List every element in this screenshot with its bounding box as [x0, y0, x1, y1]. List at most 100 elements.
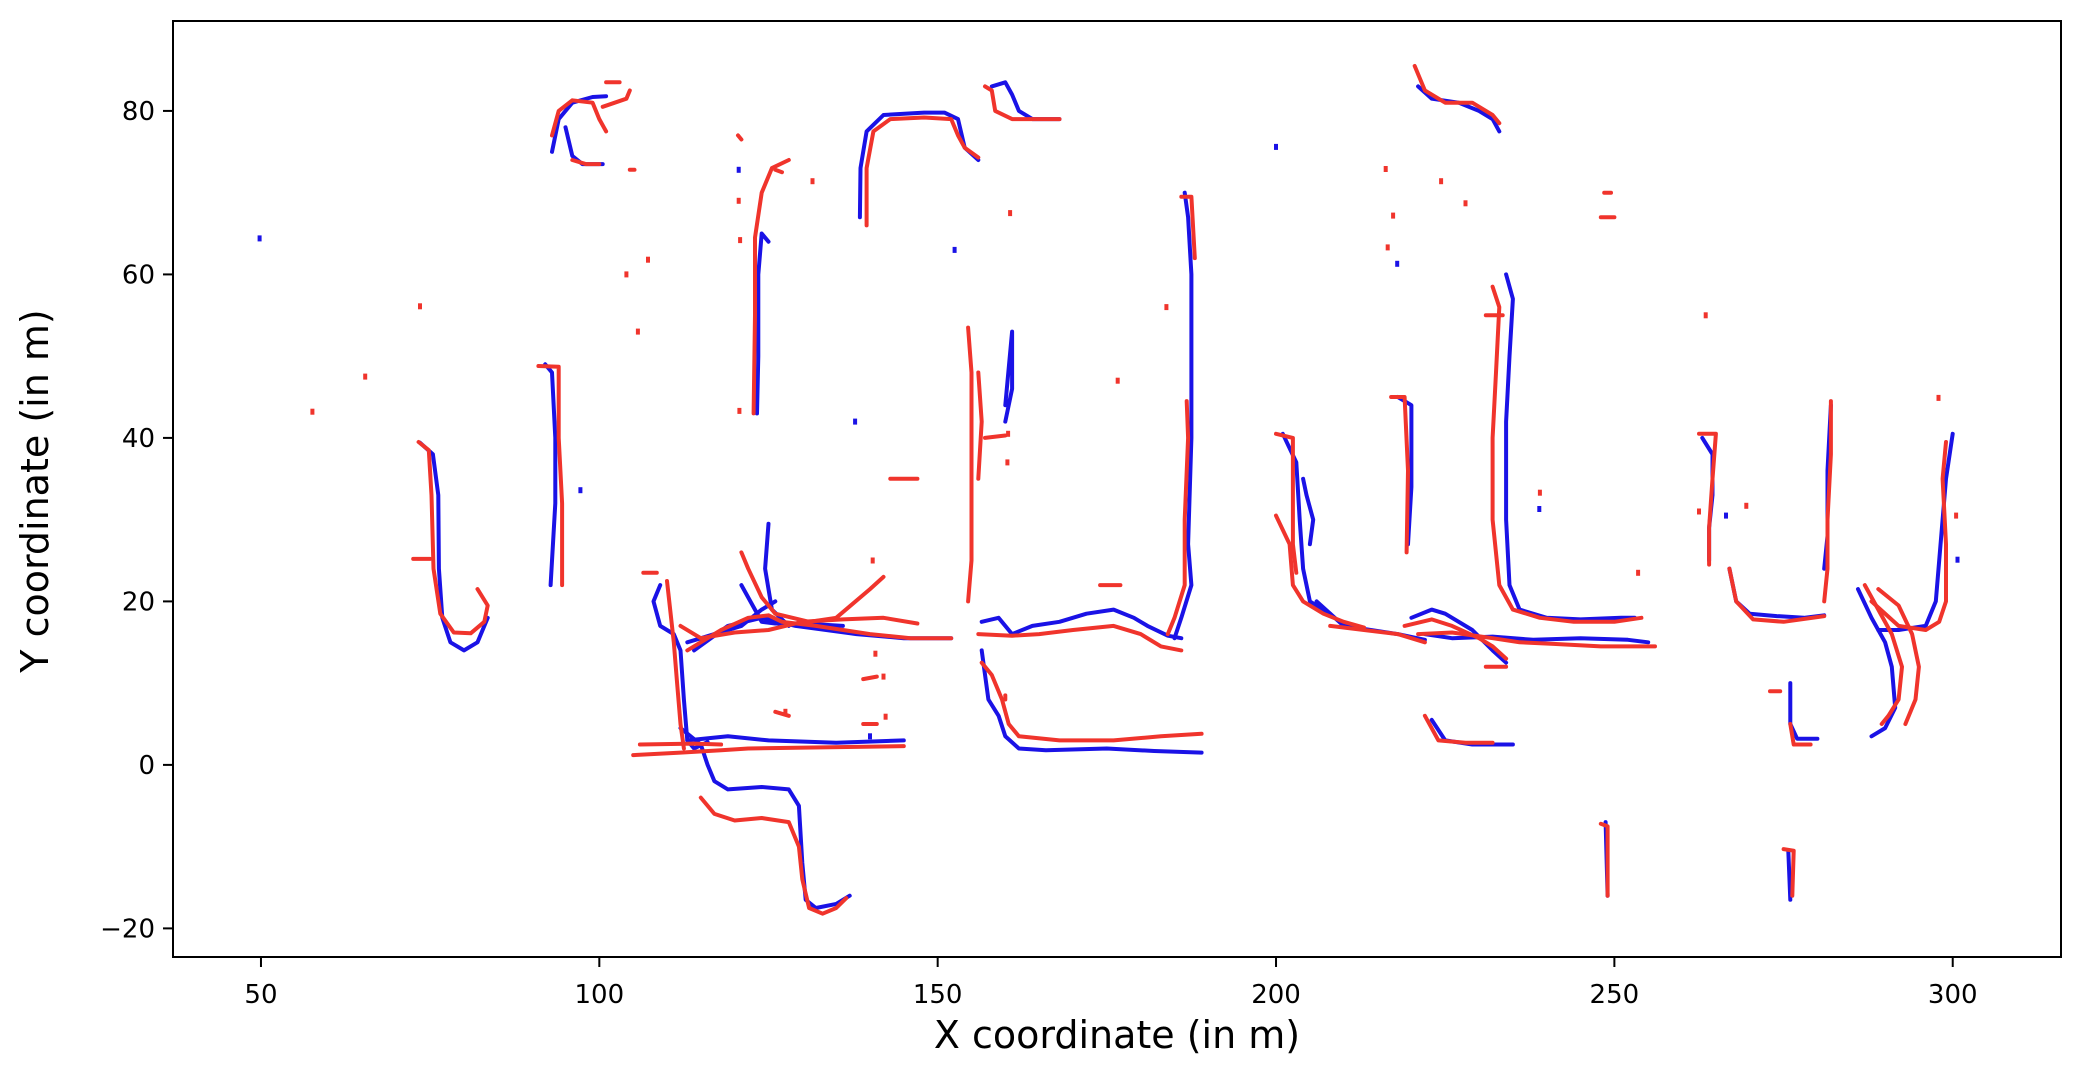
trajectory-point [257, 235, 262, 242]
red-trajectory-segment [1179, 194, 1197, 261]
x-tick-label: 300 [1928, 980, 1978, 1010]
trajectory-point [1636, 569, 1641, 576]
red-trajectory-segment [1781, 847, 1796, 898]
red-trajectory-segment [751, 158, 791, 416]
trajectory-point [310, 408, 315, 415]
red-trajectory-segment [1788, 722, 1813, 747]
red-trajectory-segment [1422, 713, 1495, 745]
blue-trajectory-segment [1876, 431, 1955, 632]
red-trajectory-segment [1727, 566, 1827, 624]
red-trajectory-segment [1402, 617, 1509, 661]
y-tick-label: 40 [122, 424, 155, 454]
trajectory-point [1391, 212, 1396, 219]
red-trajectory-segment [1822, 399, 1833, 604]
y-axis-title: Y coordinate (in m) [13, 309, 57, 673]
red-trajectory-segment [600, 88, 632, 109]
trajectory-point [635, 328, 640, 335]
red-trajectory-segment [1274, 431, 1299, 575]
blue-trajectory-segment [979, 607, 1184, 641]
trajectory-point [883, 713, 888, 720]
trajectory-point [1703, 312, 1708, 319]
red-trajectory-segment [1165, 399, 1191, 637]
x-tick-label: 50 [244, 980, 277, 1010]
red-trajectory-segment [864, 115, 981, 228]
red-trajectory-segment [979, 660, 1204, 743]
trajectory-point [1697, 508, 1701, 515]
blue-trajectory-segment [857, 110, 981, 220]
red-trajectory-segment [861, 674, 879, 682]
trajectory-point [870, 557, 875, 564]
x-tick-label: 250 [1590, 980, 1640, 1010]
marker-layer [257, 143, 1960, 740]
trajectory-point [1115, 377, 1120, 384]
y-tick-label: 80 [122, 97, 155, 127]
x-tick-label: 100 [575, 980, 625, 1010]
trajectory-point [736, 166, 741, 173]
blue-trajectory-segment [1788, 681, 1820, 741]
y-tick-label: 20 [122, 587, 155, 617]
x-tick-label: 150 [913, 980, 963, 1010]
trajectory-point [881, 673, 886, 680]
trajectory-point [646, 256, 650, 263]
red-trajectory-segment [1412, 64, 1502, 126]
red-trajectory-segment [739, 550, 886, 624]
trajectory-point [1463, 200, 1468, 207]
blue-trajectory-segment [651, 583, 710, 751]
blue-trajectory-segment [1416, 84, 1502, 134]
trajectory-point [810, 178, 815, 185]
trajectory-point [1954, 512, 1959, 519]
trajectory-point [873, 650, 878, 657]
red-trajectory-segment [983, 433, 1008, 440]
blue-trajectory-segment [1856, 587, 1898, 739]
red-trajectory-segment [773, 167, 784, 175]
series-layer [411, 64, 1955, 916]
trajectory-point [1936, 394, 1941, 401]
trajectory-point [952, 246, 957, 253]
trajectory-point [783, 708, 788, 715]
y-tick-label: −20 [100, 914, 155, 944]
red-trajectory-segment [416, 440, 490, 636]
red-trajectory-segment [966, 325, 974, 604]
x-axis-ticks: 50 100 150 200 250 300 [244, 957, 1978, 1010]
trajectory-point [578, 487, 583, 494]
blue-trajectory-segment [1301, 476, 1316, 547]
plot-frame [172, 20, 2062, 958]
trajectory-point [1006, 430, 1011, 437]
trajectory-point [1724, 512, 1728, 519]
trajectory-point [853, 418, 858, 425]
trajectory-point [1955, 556, 1960, 563]
blue-trajectory-segment [543, 362, 558, 588]
blue-trajectory-segment [755, 231, 771, 416]
trajectory-point [1537, 489, 1542, 496]
red-trajectory-segment [637, 741, 724, 747]
red-trajectory-segment [976, 370, 984, 481]
blue-trajectory-segment [685, 734, 906, 745]
trajectory-point [737, 407, 742, 414]
blue-trajectory-segment [1172, 190, 1194, 641]
red-trajectory-segment [536, 364, 565, 588]
red-trajectory-segment [736, 133, 744, 142]
trajectory-point [1005, 459, 1010, 466]
trajectory-point [1008, 210, 1013, 217]
x-axis-title: X coordinate (in m) [934, 1013, 1300, 1057]
trajectory-point [1439, 178, 1444, 185]
trajectory-point [363, 373, 368, 380]
red-trajectory-segment [1876, 587, 1921, 726]
y-axis-ticks: −20 0 20 40 60 80 [100, 97, 173, 944]
red-trajectory-segment [1416, 630, 1657, 649]
red-trajectory-segment [1869, 440, 1948, 632]
x-tick-label: 200 [1251, 980, 1301, 1010]
red-trajectory-segment [570, 158, 602, 167]
trajectory-point [1395, 260, 1400, 267]
red-trajectory-segment [698, 795, 849, 916]
red-trajectory-segment [1697, 431, 1718, 567]
trajectory-point [1164, 304, 1169, 311]
red-trajectory-segment [685, 613, 954, 653]
red-trajectory-segment [1274, 513, 1366, 630]
red-trajectory-segment [665, 579, 686, 751]
red-trajectory-segment [773, 709, 791, 718]
trajectory-point [624, 271, 629, 278]
blue-trajectory-segment [1395, 395, 1414, 547]
